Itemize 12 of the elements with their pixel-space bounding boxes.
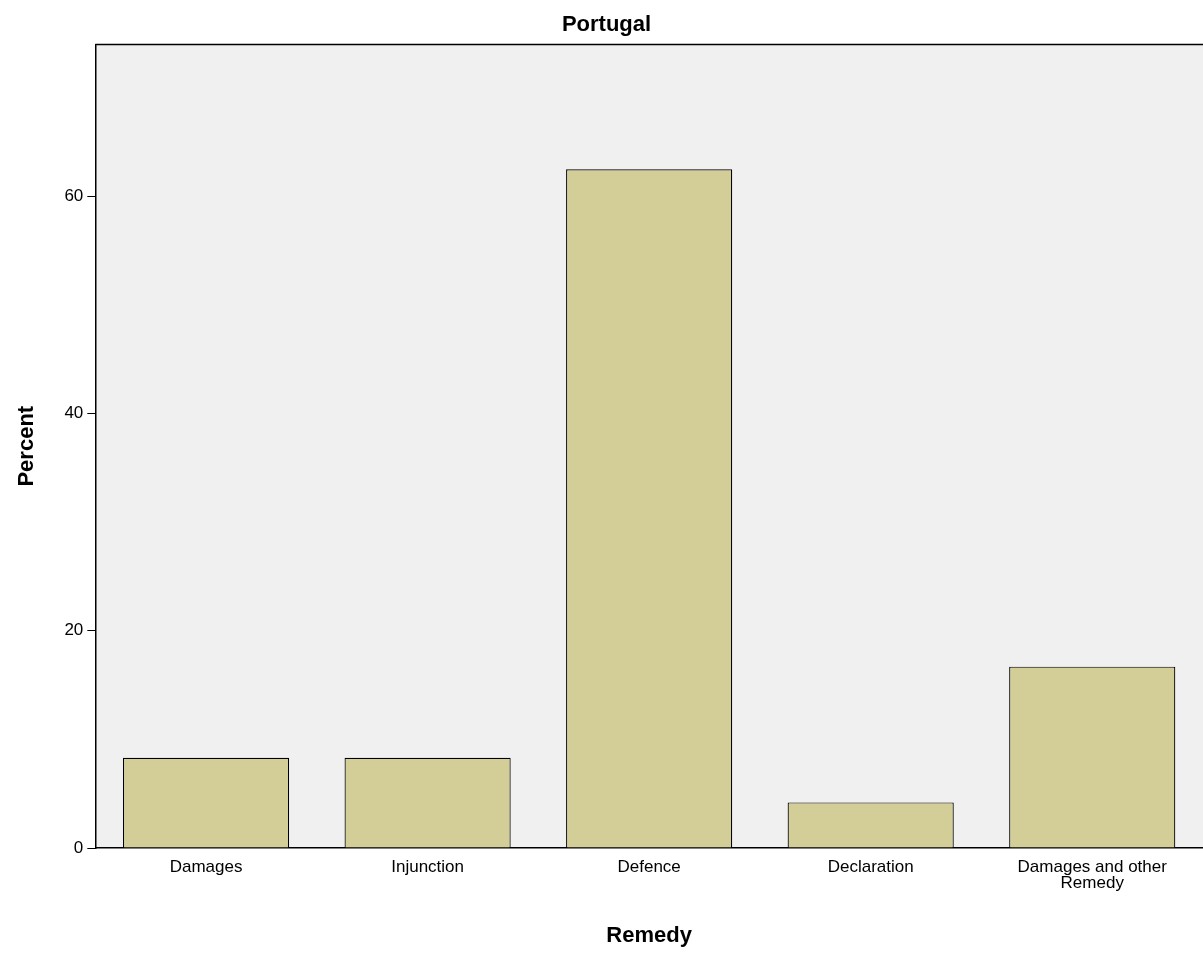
y-axis-title: Percent <box>13 405 39 487</box>
y-tick-label: 40 <box>64 403 84 423</box>
y-tick-label: 0 <box>73 837 84 857</box>
x-tick-label: Injunction <box>391 857 465 877</box>
y-tick-label: 60 <box>64 186 84 206</box>
y-tick-label: 20 <box>64 620 84 640</box>
x-axis-title: Remedy <box>606 921 693 947</box>
x-tick-label: Declaration <box>827 857 914 877</box>
x-tick-label: Damages and other Remedy <box>1017 857 1168 892</box>
chart-title: Portugal <box>561 11 652 37</box>
x-tick-label: Defence <box>617 857 681 877</box>
x-tick-label: Damages <box>169 857 243 877</box>
